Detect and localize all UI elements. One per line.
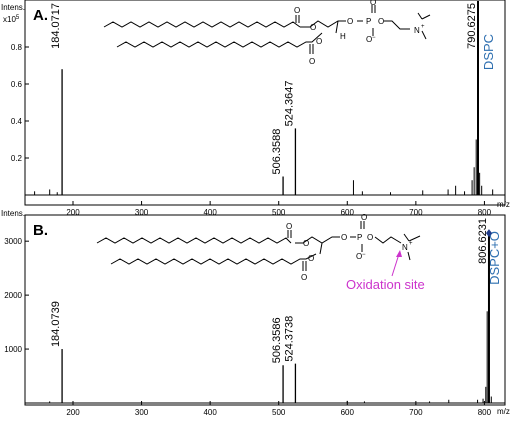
panel-a-label: A. xyxy=(33,7,48,24)
panel-a-frame xyxy=(24,0,506,206)
svg-text:O: O xyxy=(316,37,322,46)
svg-text:P: P xyxy=(357,233,362,242)
panel-a-y-multiplier: x105 xyxy=(3,15,20,24)
panel-a-y-tick-label: 0.2 xyxy=(11,154,23,163)
panel-b-peak-label: 524.3738 xyxy=(283,316,295,362)
svg-text:O: O xyxy=(309,57,315,66)
svg-text:−: − xyxy=(372,35,376,41)
svg-text:O: O xyxy=(347,17,353,26)
panel-a-peak-label: 790.6275 xyxy=(466,3,478,49)
panel-b-y-tick-label: 1000 xyxy=(4,345,22,354)
panel-a-x-tick-label: 500 xyxy=(272,208,286,217)
svg-text:−: − xyxy=(362,252,366,258)
panel-b-x-tick-label: 500 xyxy=(272,408,286,417)
svg-text:O: O xyxy=(308,254,314,263)
panel-a-x-tick-label: 300 xyxy=(135,208,149,217)
svg-text:O: O xyxy=(367,233,373,242)
dspc-structure-diagram xyxy=(103,5,431,54)
panel-a-y-tick-label: 0.8 xyxy=(11,43,23,52)
panel-b-x-tick-label: 300 xyxy=(135,408,149,417)
panel-b-peaks: 184.0739 506.3586 524.3738 806.6231 xyxy=(49,218,492,403)
panel-a-axes: 200 300 400 500 600 700 800 0.2 0.4 0.6 0.8 xyxy=(11,43,505,217)
panel-b-peak-label: 506.3586 xyxy=(271,317,283,363)
dspc-oxidized-structure-atom-labels: O O O O O P O O O − N + xyxy=(286,213,413,282)
panel-a-y-tick-label: 0.4 xyxy=(11,117,23,126)
panel-a-x-tick-label: 800 xyxy=(478,208,492,217)
panel-a-x-tick-label: 400 xyxy=(203,208,217,217)
panel-b-y-tick-label: 3000 xyxy=(4,237,22,246)
dspc-structure-atom-labels: O O H O P O O O − N + O O xyxy=(294,0,425,66)
panel-a-y-tick-label: 0.6 xyxy=(11,80,23,89)
panel-b: Intens. B. m/z DSPC+O Oxidation site O O… xyxy=(1,209,510,417)
panel-b-x-tick-label: 800 xyxy=(478,408,492,417)
panel-a-peak-label: 524.3647 xyxy=(283,81,295,127)
panel-b-frame xyxy=(24,214,506,406)
svg-text:O: O xyxy=(370,0,376,7)
svg-text:O: O xyxy=(366,35,372,44)
panel-b-y-tick-label: 2000 xyxy=(4,291,22,300)
svg-text:H: H xyxy=(340,32,346,41)
panel-b-compound-label: DSPC+O xyxy=(487,231,502,285)
panel-a-x-tick-label: 200 xyxy=(66,208,80,217)
svg-text:N: N xyxy=(414,26,420,35)
oxidation-site-arrow xyxy=(391,250,402,277)
panel-b-x-unit: m/z xyxy=(497,407,510,416)
svg-text:P: P xyxy=(366,17,371,26)
panel-b-peak-label: 806.6231 xyxy=(477,218,489,264)
panel-a-x-unit: m/z xyxy=(497,200,510,209)
panel-b-x-tick-label: 400 xyxy=(203,408,217,417)
panel-a: Intens. x105 A. m/z DSPC O O H O P O O xyxy=(1,0,510,217)
svg-text:O: O xyxy=(378,17,384,26)
svg-text:O: O xyxy=(301,273,307,282)
svg-text:+: + xyxy=(409,241,413,247)
panel-b-peak-label: 184.0739 xyxy=(50,301,62,347)
svg-text:+: + xyxy=(421,24,425,30)
svg-text:O: O xyxy=(310,23,316,32)
svg-text:N: N xyxy=(402,243,408,252)
panel-b-x-tick-label: 200 xyxy=(66,408,80,417)
svg-text:O: O xyxy=(286,222,292,231)
panel-a-compound-label: DSPC xyxy=(481,34,496,70)
panel-a-x-tick-label: 600 xyxy=(341,208,355,217)
panel-b-y-title: Intens. xyxy=(1,209,25,218)
panel-b-x-tick-label: 600 xyxy=(341,408,355,417)
panel-a-x-tick-label: 700 xyxy=(409,208,423,217)
panel-b-x-tick-label: 700 xyxy=(409,408,423,417)
svg-text:O: O xyxy=(356,252,362,261)
panel-a-peak-label: 184.0717 xyxy=(50,3,62,49)
panel-a-y-title: Intens. xyxy=(1,3,25,12)
panel-b-axes: 200 300 400 500 600 700 800 1000 2000 3000 xyxy=(4,237,505,417)
svg-text:O: O xyxy=(303,239,309,248)
oxidation-site-label: Oxidation site xyxy=(346,277,425,292)
svg-text:O: O xyxy=(341,233,347,242)
panel-b-main-peak-marker xyxy=(485,229,492,238)
panel-a-peak-label: 506.3588 xyxy=(271,129,283,175)
dspc-oxidized-structure-diagram xyxy=(96,221,421,271)
svg-text:O: O xyxy=(361,213,367,222)
svg-text:O: O xyxy=(294,6,300,15)
panel-b-label: B. xyxy=(33,222,48,239)
